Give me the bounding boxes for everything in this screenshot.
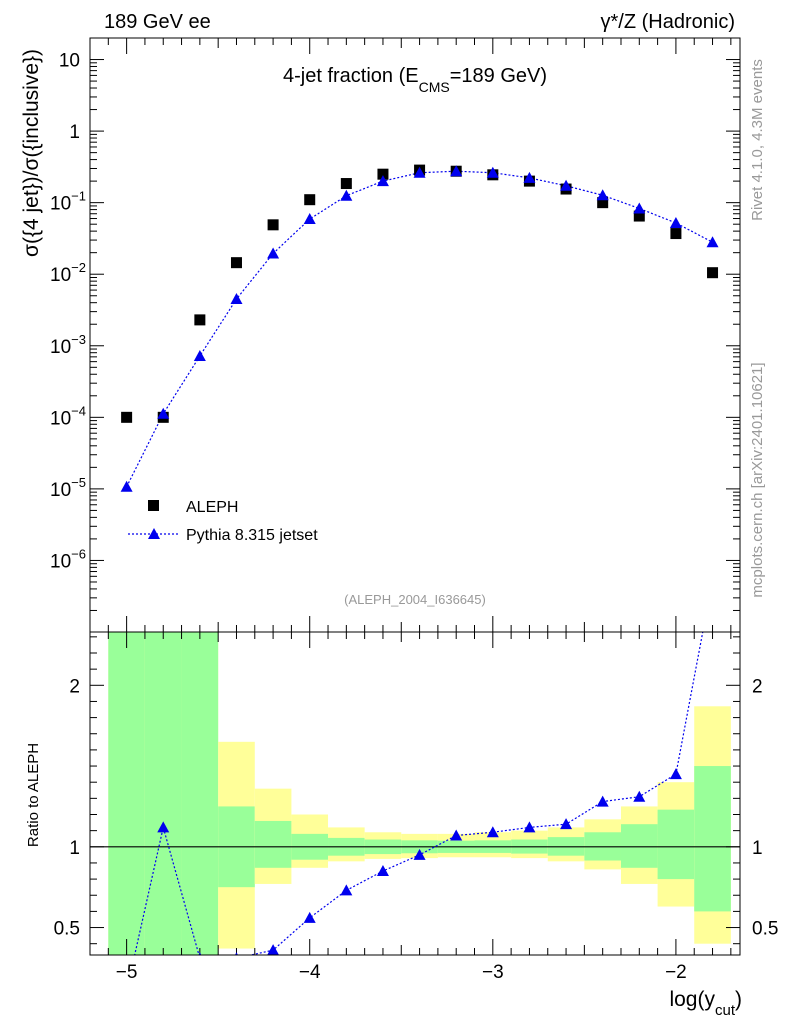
ratio-point	[376, 865, 389, 877]
pythia-point	[560, 179, 573, 191]
ratio-point	[267, 944, 280, 955]
uncertainty-band-inner	[694, 766, 731, 912]
pythia-point	[669, 216, 682, 228]
main-ytick-label: 10−2	[50, 260, 86, 286]
aleph-point	[267, 219, 279, 231]
pythia-point	[486, 166, 499, 178]
ratio-ytick-label-left: 1	[69, 838, 80, 859]
legend-label-aleph: ALEPH	[186, 499, 238, 516]
pythia-point	[267, 247, 280, 259]
xlabel-close: )	[735, 988, 742, 1011]
ratio-point	[121, 985, 133, 996]
pythia-point	[120, 480, 133, 492]
aleph-point	[230, 257, 242, 269]
main-ytick-label: 1	[69, 122, 80, 143]
ratio-point	[486, 826, 499, 838]
ratio-point	[707, 574, 719, 585]
legend-marker-aleph	[148, 500, 159, 511]
ratio-xtick-label: −4	[299, 962, 321, 983]
aleph-point	[340, 178, 352, 190]
pythia-point	[523, 171, 536, 183]
uncertainty-band-inner	[181, 632, 219, 955]
ratio-point	[523, 821, 536, 833]
title-subscript: CMS	[419, 79, 450, 95]
mc-line	[126, 170, 713, 488]
aleph-point	[194, 314, 206, 326]
main-title: 4-jet fraction (ECMS=189 GeV)	[283, 65, 547, 95]
pythia-point	[376, 175, 389, 187]
aleph-point	[633, 210, 645, 222]
ratio-xtick-label: −2	[665, 962, 687, 983]
ratio-point	[234, 952, 238, 955]
ratio-ylabel: Ratio to ALEPH	[25, 743, 42, 847]
aleph-point	[121, 411, 133, 423]
ratio-point	[450, 829, 463, 841]
mcplots-label: mcplots.cern.ch [arXiv:2401.10621]	[749, 362, 766, 597]
ratio-point	[157, 821, 170, 833]
pythia-point	[157, 407, 170, 419]
x-axis-label: log(ycut)	[669, 988, 742, 1019]
title-prefix: 4-jet fraction (E	[283, 65, 419, 87]
ratio-point	[340, 884, 353, 896]
ratio-point	[596, 795, 609, 807]
rivet-label: Rivet 4.1.0, 4.3M events	[749, 59, 766, 221]
ratio-point	[560, 818, 573, 830]
main-ytick-label: 10−5	[50, 475, 86, 501]
pythia-point	[340, 189, 353, 201]
ratio-xtick-label: −5	[116, 962, 138, 983]
pythia-point	[596, 189, 609, 201]
main-ytick-label: 10−1	[50, 189, 86, 215]
pythia-point	[230, 293, 243, 305]
main-panel: 10 1 10−1 10−2 10−3 10−4 10−5 10−6 4-jet fracti…	[20, 37, 741, 633]
xlabel-base: log(y	[669, 988, 715, 1011]
main-ytick-label: 10−4	[50, 403, 86, 429]
aleph-point	[707, 267, 719, 279]
ratio-ytick-label-right: 2	[752, 676, 763, 697]
ratio-frame	[89, 631, 741, 956]
ratio-point	[669, 768, 682, 780]
main-ytick-label: 10	[59, 51, 80, 72]
uncertainty-band-inner	[108, 632, 145, 955]
ratio-ytick-label-right: 0.5	[752, 919, 778, 940]
main-ytick-label: 10−3	[50, 332, 86, 358]
aleph-point	[304, 194, 316, 206]
uncertainty-band-inner	[144, 632, 182, 955]
header-right-label: γ*/Z (Hadronic)	[601, 11, 735, 33]
aleph-point	[377, 168, 389, 180]
legend-label-pythia: Pythia 8.315 jetset	[186, 527, 318, 544]
ratio-point	[303, 911, 316, 923]
legend: ALEPH Pythia 8.315 jetset	[128, 499, 318, 544]
uncertainty-band-inner	[254, 820, 292, 868]
ratio-point	[198, 952, 202, 955]
analysis-label: (ALEPH_2004_I636645)	[344, 592, 486, 607]
ratio-ytick-label-left: 0.5	[54, 919, 80, 940]
ratio-xtick-label: −3	[482, 962, 504, 983]
pythia-point	[706, 236, 719, 248]
pythia-point	[193, 349, 206, 361]
aleph-point	[670, 228, 682, 240]
pythia-point	[303, 213, 316, 225]
header-left-label: 189 GeV ee	[104, 11, 211, 33]
xlabel-sub: cut	[715, 1002, 736, 1019]
ratio-ytick-label-right: 1	[752, 838, 763, 859]
ratio-panel: 0.5 0.5 1 1 2 2 −5 −4 −3 −2 Ratio to ALEPH log(yc…	[25, 574, 778, 1019]
pythia-point	[413, 166, 426, 178]
ratio-point	[413, 848, 426, 860]
title-suffix: =189 GeV)	[450, 65, 547, 87]
pythia-point	[633, 202, 646, 214]
uncertainty-band-inner	[657, 809, 695, 880]
ratio-point	[633, 790, 646, 802]
ratio-ytick-label-left: 2	[69, 676, 80, 697]
legend-marker-pythia	[148, 528, 160, 539]
main-ytick-label: 10−6	[50, 546, 86, 572]
uncertainty-band-inner	[620, 824, 658, 868]
aleph-point	[597, 197, 609, 209]
main-ylabel: σ({4 jet})/σ({inclusive})	[20, 49, 43, 257]
pythia-point	[450, 165, 463, 177]
